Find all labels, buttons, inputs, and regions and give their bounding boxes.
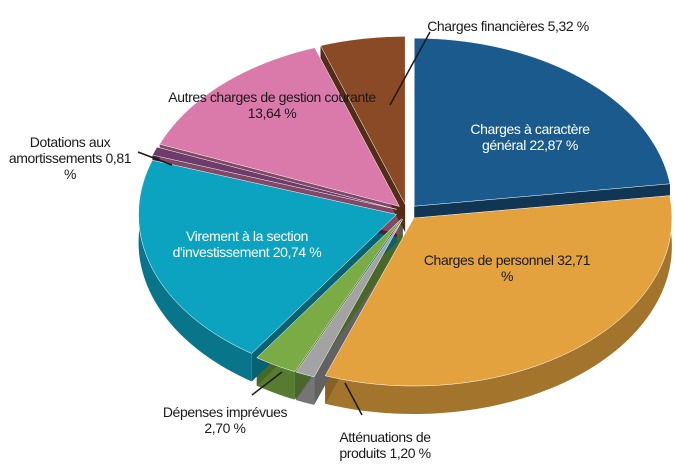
category-name: Virement à la section d'investissement [172, 228, 309, 260]
leader-line [137, 151, 173, 166]
category-name: Charges à caractère général [470, 121, 590, 153]
slice [295, 218, 404, 378]
value-label: 32,71 % [500, 252, 591, 284]
slice [324, 195, 673, 387]
slice-label-text: Charges financières 5,32 % [427, 18, 589, 34]
slice-label-box: Charges financières 5,32 % [388, 0, 628, 56]
category-name: Dotations aux amortissements [8, 134, 111, 166]
slice [320, 36, 406, 205]
value-label: 20,74 % [272, 244, 322, 260]
slice-label-text: Charges de personnel 32,71 % [417, 252, 597, 284]
leader-line [344, 382, 363, 416]
slice-label: Charges à caractère général 22,87 % [455, 107, 605, 167]
slice-label: Virement à la section d'investissement 2… [137, 214, 357, 274]
slice-label-text: Charges à caractère général 22,87 % [455, 121, 605, 153]
slice-label: Atténuations de produits 1,20 % [315, 415, 455, 468]
tops [138, 36, 673, 387]
slice [152, 146, 397, 210]
slice-label-text: Dotations aux amortissements 0,81 % [5, 134, 135, 182]
value-label: 22,87 % [529, 137, 578, 153]
labels: Charges à caractère général 22,87 %Charg… [5, 0, 628, 468]
category-name: Autres charges de gestion courante [168, 89, 376, 105]
value-label: 1,20 % [389, 445, 431, 461]
slice-label-box: Charges de personnel 32,71 % [417, 238, 597, 298]
slice-label-box: Charges à caractère général 22,87 % [455, 107, 605, 167]
slice [138, 159, 398, 354]
slice-label: Dotations aux amortissements 0,81 % [5, 128, 135, 188]
slice-label: Charges financières 5,32 % [388, 0, 628, 56]
slice [413, 37, 671, 207]
slice [256, 218, 402, 372]
slice-label-text: Dépenses imprévues 2,70 % [150, 404, 300, 436]
slice-label-text: Atténuations de produits 1,20 % [315, 429, 455, 461]
slice-label-box: Atténuations de produits 1,20 % [315, 415, 455, 468]
category-name: Charges financières [427, 18, 545, 34]
slice-label-box: Virement à la section d'investissement 2… [137, 214, 357, 274]
category-name: Dépenses imprévues [162, 404, 288, 420]
leader-line [389, 31, 431, 106]
slice-label-box: Autres charges de gestion courante 13,64… [167, 75, 377, 135]
slice-label: Charges de personnel 32,71 % [417, 238, 597, 298]
slice-label: Dépenses imprévues 2,70 % [150, 390, 300, 450]
leaders [137, 31, 431, 416]
value-label: 0,81 % [63, 150, 132, 182]
slice-label: Autres charges de gestion courante 13,64… [167, 75, 377, 135]
slice-label-box: Dotations aux amortissements 0,81 % [5, 128, 135, 188]
category-name: Charges de personnel [423, 252, 554, 268]
leader-line [251, 371, 283, 396]
slice-label-box: Dépenses imprévues 2,70 % [150, 390, 300, 450]
value-label: 2,70 % [204, 420, 246, 436]
value-label: 5,32 % [547, 18, 590, 34]
slice-label-text: Virement à la section d'investissement 2… [137, 228, 357, 260]
value-label: 13,64 % [247, 105, 297, 121]
slice [159, 47, 400, 207]
category-name: Atténuations de produits [339, 429, 431, 461]
slice-side [325, 195, 672, 415]
slice-label-text: Autres charges de gestion courante 13,64… [167, 89, 377, 121]
